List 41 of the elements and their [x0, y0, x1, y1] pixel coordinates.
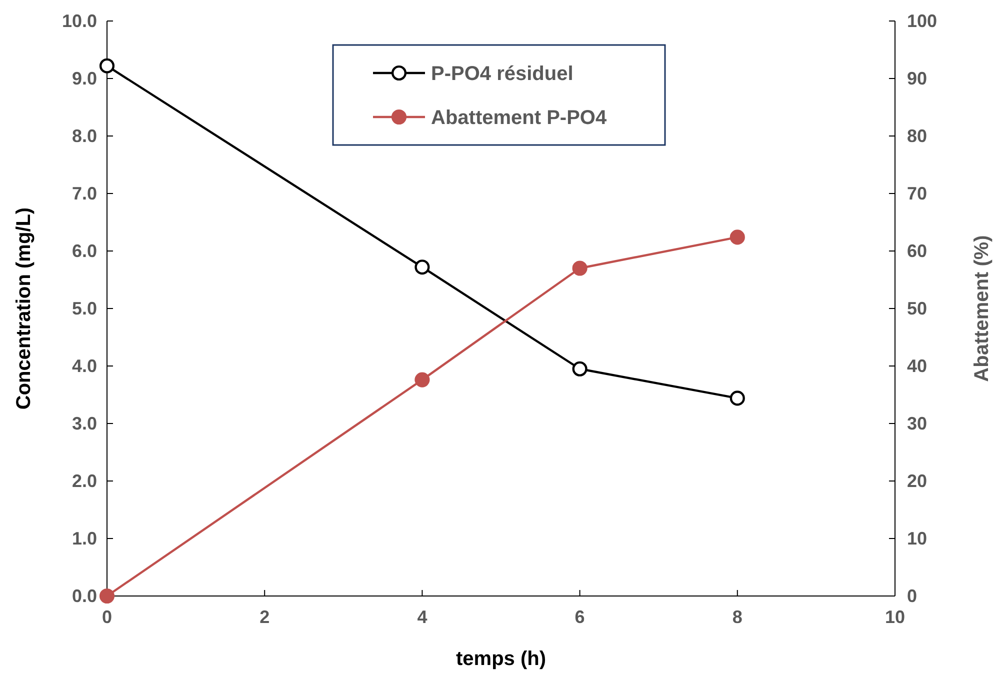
y2-tick-label: 90	[907, 68, 928, 88]
legend-label: P-PO4 résiduel	[431, 63, 574, 85]
y2-tick-label: 0	[907, 586, 918, 606]
y-tick-label: 0.0	[72, 586, 97, 606]
y-axis-title: Concentration (mg/L)	[13, 207, 35, 410]
y-tick-label: 5.0	[72, 298, 97, 318]
y-tick-label: 4.0	[72, 356, 97, 376]
point	[572, 361, 588, 376]
y2-tick-label: 10	[907, 528, 928, 548]
point	[730, 390, 745, 406]
y-tick-label: 2.0	[72, 470, 97, 491]
x-tick-label: 4	[417, 606, 428, 627]
point	[99, 58, 115, 74]
point	[414, 372, 430, 388]
y2-tick-label: 70	[907, 183, 928, 204]
y2-tick-label: 40	[907, 356, 928, 376]
point	[572, 260, 588, 276]
point	[414, 260, 430, 275]
y-tick-label: 10.0	[62, 10, 97, 31]
y-tick-label: 7.0	[72, 183, 97, 204]
y2-tick-label: 50	[907, 298, 928, 318]
y-tick-label: 1.0	[72, 528, 97, 548]
x-tick-label: 0	[102, 606, 112, 627]
y-tick-label: 9.0	[72, 68, 97, 88]
point	[99, 588, 115, 604]
point	[730, 230, 745, 245]
y2-tick-label: 20	[907, 470, 928, 491]
y-tick-label: 6.0	[72, 240, 97, 261]
y-tick-label: 3.0	[72, 413, 97, 434]
y2-tick-label: 100	[907, 10, 938, 31]
x-axis-title: temps (h)	[456, 648, 546, 670]
x-tick-label: 8	[732, 606, 742, 627]
x-tick-label: 10	[884, 606, 906, 627]
y2-tick-label: 60	[907, 240, 928, 261]
y2-axis-title: Abattement (%)	[971, 235, 993, 382]
x-tick-label: 2	[260, 606, 270, 627]
y2-tick-label: 80	[907, 126, 928, 146]
y-tick-label: 8.0	[72, 126, 97, 146]
y2-tick-label: 30	[907, 413, 928, 434]
x-tick-label: 6	[574, 606, 585, 627]
legend-label: Abattement P-PO4	[431, 107, 608, 129]
